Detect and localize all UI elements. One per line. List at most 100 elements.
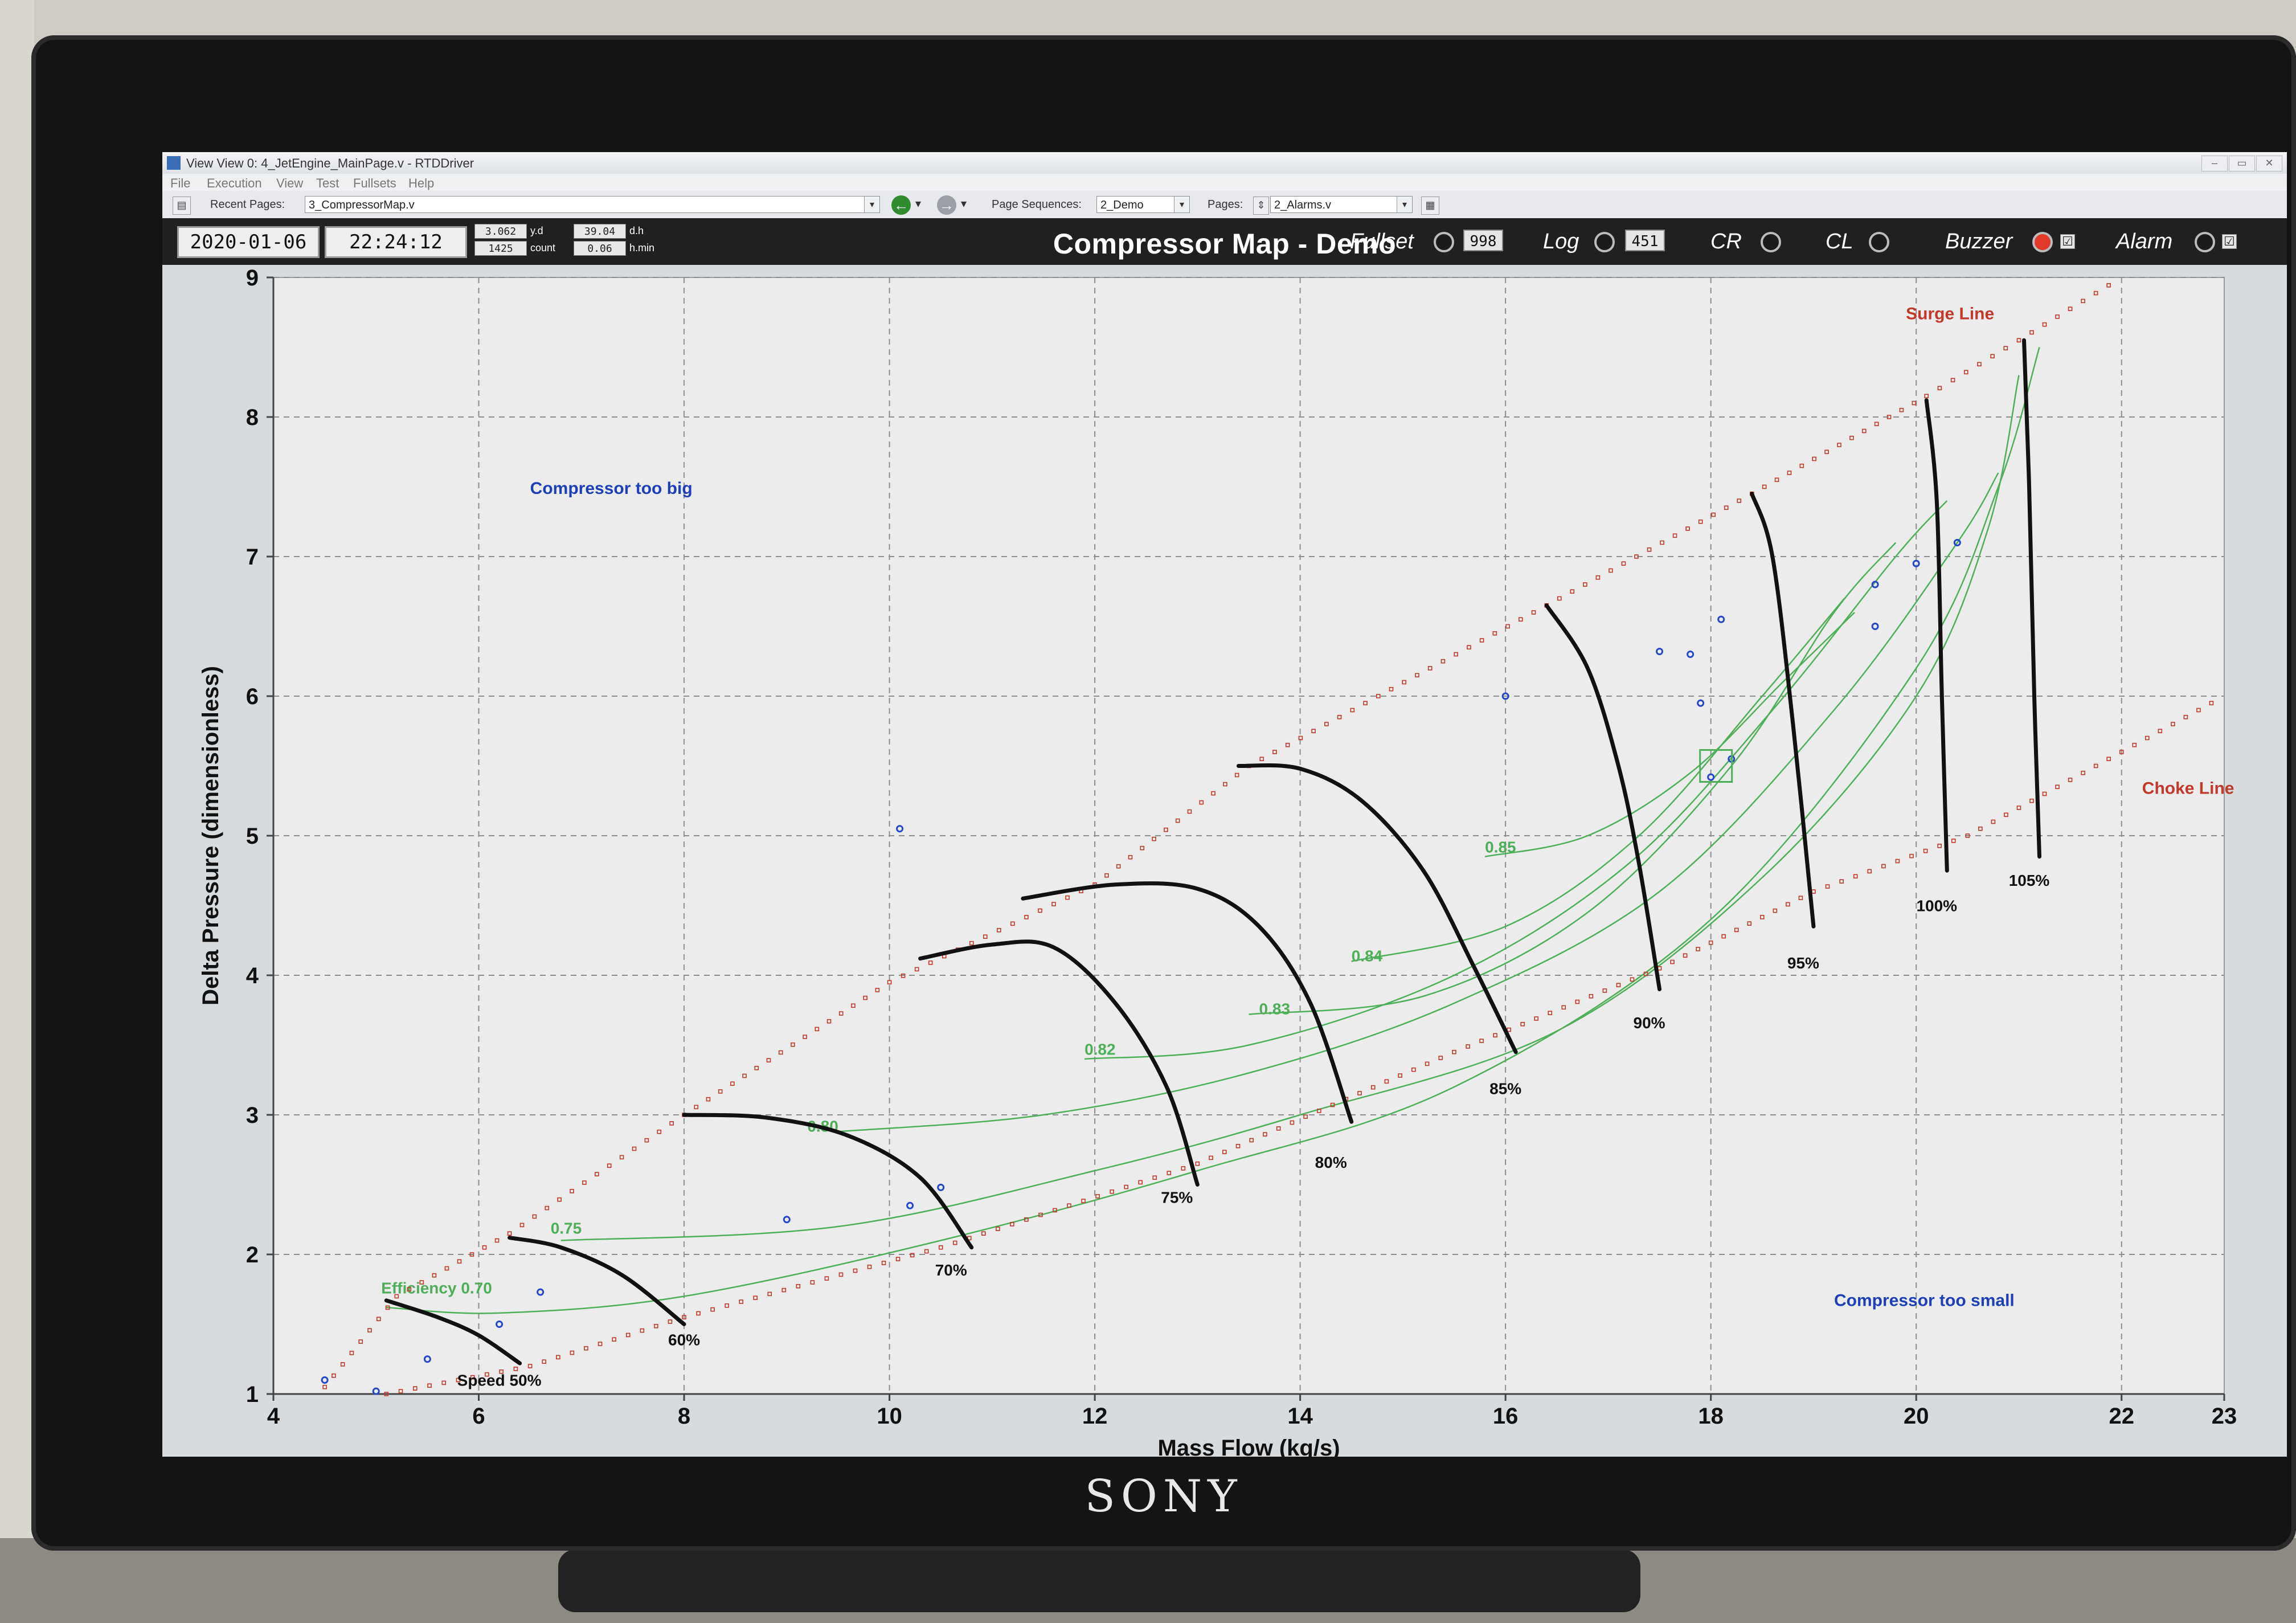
buzzer-checkbox[interactable]: ☑ [2060, 234, 2075, 249]
operating-point [1501, 692, 1509, 700]
cl-lamp[interactable] [1869, 232, 1889, 252]
surge-line-marker [901, 974, 906, 978]
choke-line-marker [556, 1355, 560, 1360]
choke-line-marker [412, 1386, 418, 1391]
choke-line-marker [981, 1231, 986, 1236]
surge-line-marker [815, 1027, 820, 1032]
choke-line-marker [1152, 1175, 1157, 1180]
open-folder-icon[interactable]: ▤ [173, 197, 191, 215]
surge-line-marker [1427, 666, 1433, 671]
surge-line-marker [322, 1384, 327, 1389]
alarm-lamp[interactable] [2195, 232, 2215, 252]
hmin-value: 0.06 [574, 241, 626, 256]
page-sequences-select[interactable]: 2_Demo ▾ [1096, 196, 1190, 213]
surge-line-marker [2106, 283, 2111, 288]
operating-point [1912, 559, 1920, 567]
surge-line-marker [766, 1058, 771, 1062]
choke-line-marker [1867, 869, 1872, 874]
choke-line-marker [1965, 833, 1970, 838]
surge-line-marker [607, 1163, 612, 1168]
cr-lamp[interactable] [1761, 232, 1781, 252]
maximize-button[interactable]: ▭ [2229, 156, 2255, 171]
operating-point [1697, 699, 1705, 707]
choke-line-marker [1589, 994, 1594, 999]
choke-line-marker [867, 1264, 872, 1269]
menu-fullsets[interactable]: Fullsets [353, 176, 396, 190]
choke-line-marker [2158, 729, 2163, 734]
surge-line-marker [2029, 330, 2034, 335]
choke-line-marker [1330, 1102, 1335, 1107]
speed-line-label: 60% [668, 1331, 700, 1348]
choke-line-marker [767, 1291, 772, 1297]
minimize-button[interactable]: – [2201, 156, 2228, 171]
monitor-stand [558, 1550, 1640, 1612]
choke-line-marker [1493, 1033, 1497, 1038]
spinner-icon[interactable]: ⇕ [1253, 197, 1269, 215]
dh-value: 39.04 [574, 224, 626, 239]
choke-line-marker [640, 1328, 645, 1333]
log-lamp[interactable] [1594, 232, 1615, 252]
y-tick-label: 5 [246, 824, 259, 849]
choke-line-marker [2183, 714, 2188, 719]
surge-line-marker [1187, 809, 1192, 814]
surge-line-marker [457, 1259, 462, 1264]
pages-select[interactable]: 2_Alarms.v ▾ [1270, 196, 1413, 213]
surge-line-marker [1685, 526, 1690, 531]
choke-line-marker [1507, 1027, 1511, 1032]
choke-line-marker [682, 1315, 686, 1320]
choke-line-marker [542, 1359, 547, 1364]
choke-line-marker [427, 1383, 432, 1388]
choke-line-marker [1951, 839, 1956, 843]
choke-line-marker [1010, 1222, 1014, 1227]
choke-line-marker [668, 1319, 673, 1324]
recent-pages-select[interactable]: 3_CompressorMap.v ▾ [305, 196, 880, 213]
surge-line-marker [1634, 554, 1639, 559]
efficiency-contour [1484, 612, 1855, 857]
recent-pages-value: 3_CompressorMap.v [309, 199, 415, 211]
choke-line-marker [1053, 1208, 1057, 1213]
surge-line-marker [1128, 855, 1133, 860]
surge-line-marker [997, 927, 1001, 933]
choke-line-marker [1024, 1217, 1029, 1222]
surge-line-marker [595, 1172, 599, 1176]
choke-line-marker [1575, 999, 1580, 1004]
selected-point-marker[interactable] [1699, 749, 1733, 783]
surge-line-marker [928, 960, 933, 965]
menu-test[interactable]: Test [316, 176, 339, 190]
menu-help[interactable]: Help [408, 176, 435, 190]
fullset-lamp[interactable] [1434, 232, 1454, 252]
surge-line-marker [1647, 547, 1652, 552]
surge-line-marker [1762, 484, 1767, 489]
surge-line-marker [914, 967, 919, 972]
choke-line-marker [1670, 959, 1675, 964]
menu-view[interactable]: View [276, 176, 304, 190]
back-arrow-icon[interactable]: ← [891, 195, 911, 215]
menu-execution[interactable]: Execution [207, 176, 262, 190]
operating-point [1871, 623, 1879, 630]
chevron-down-icon[interactable]: ▾ [915, 198, 922, 210]
chevron-down-icon[interactable]: ▾ [961, 198, 967, 210]
count-value: 1425 [474, 241, 527, 256]
x-tick-label: 18 [1698, 1404, 1724, 1429]
choke-line-marker [1825, 884, 1830, 889]
forward-arrow-icon[interactable]: → [937, 195, 956, 215]
alarm-checkbox[interactable]: ☑ [2222, 234, 2237, 249]
efficiency-label: 0.85 [1485, 838, 1516, 856]
surge-line-marker [367, 1328, 372, 1333]
efficiency-label: 0.75 [551, 1219, 582, 1237]
efficiency-contour [386, 347, 2040, 1314]
choke-line-marker [1222, 1150, 1227, 1154]
surge-line-marker [1199, 800, 1204, 805]
choke-line-marker [1602, 988, 1607, 993]
surge-line-marker [1024, 915, 1029, 919]
page-settings-icon[interactable]: ▦ [1421, 197, 1439, 215]
menu-file[interactable]: File [170, 176, 191, 190]
surge-line-marker [1324, 722, 1329, 726]
choke-line-marker [853, 1268, 858, 1273]
buzzer-lamp[interactable] [2032, 232, 2053, 252]
choke-line-marker [1303, 1114, 1308, 1119]
surge-line-marker [2042, 322, 2047, 327]
alarm-label: Alarm [2116, 230, 2173, 254]
close-button[interactable]: ✕ [2256, 156, 2282, 171]
